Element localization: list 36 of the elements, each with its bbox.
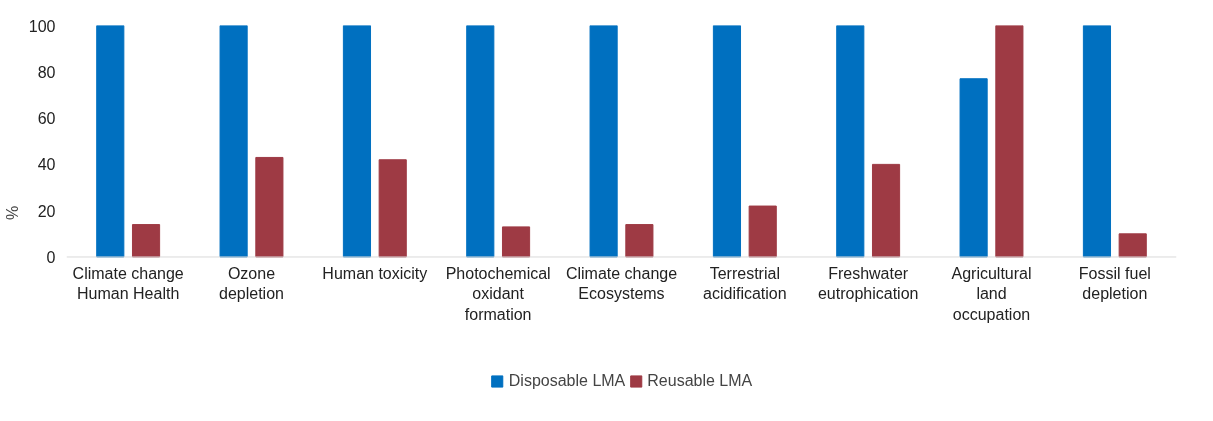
- x-tick-label: Terrestrial acidification: [703, 264, 787, 303]
- x-tick-label: Fossil fuel depletion: [1078, 264, 1151, 303]
- x-tick-label: Human toxicity: [322, 264, 428, 282]
- bar: [1118, 233, 1147, 258]
- bar: [836, 25, 865, 258]
- legend-label: Reusable LMA: [647, 372, 753, 390]
- bar: [589, 25, 618, 258]
- bar: [96, 25, 125, 258]
- x-tick-label: Ozone depletion: [219, 264, 284, 303]
- bar: [255, 156, 284, 258]
- y-tick-label: 60: [37, 110, 56, 128]
- bar: [995, 25, 1024, 258]
- y-tick-label: 100: [28, 17, 56, 35]
- bar: [342, 25, 372, 258]
- x-tick-label: Climate change Ecosystems: [565, 264, 678, 303]
- legend-label: Disposable LMA: [508, 372, 626, 390]
- bar: [466, 25, 495, 258]
- y-tick-label: 0: [46, 248, 56, 266]
- y-tick-label: 40: [37, 156, 56, 174]
- x-tick-label: Agricultural land occupation: [951, 264, 1032, 323]
- bar: [131, 224, 161, 258]
- y-tick-label: 80: [37, 63, 56, 81]
- bar: [1082, 25, 1112, 258]
- x-tick-label: Freshwater eutrophication: [817, 264, 919, 303]
- bar: [501, 226, 531, 258]
- y-tick-label: 20: [37, 202, 56, 220]
- bar: [871, 163, 901, 258]
- bar: [748, 205, 777, 258]
- x-tick-label: Photochemical oxidant formation: [445, 264, 551, 323]
- bar: [219, 25, 248, 258]
- y-axis-title: %: [3, 205, 21, 221]
- bar: [625, 224, 654, 258]
- x-tick-label: Climate change Human Health: [72, 264, 184, 303]
- bar: [378, 159, 407, 258]
- bar: [959, 78, 988, 258]
- bar: [712, 25, 742, 258]
